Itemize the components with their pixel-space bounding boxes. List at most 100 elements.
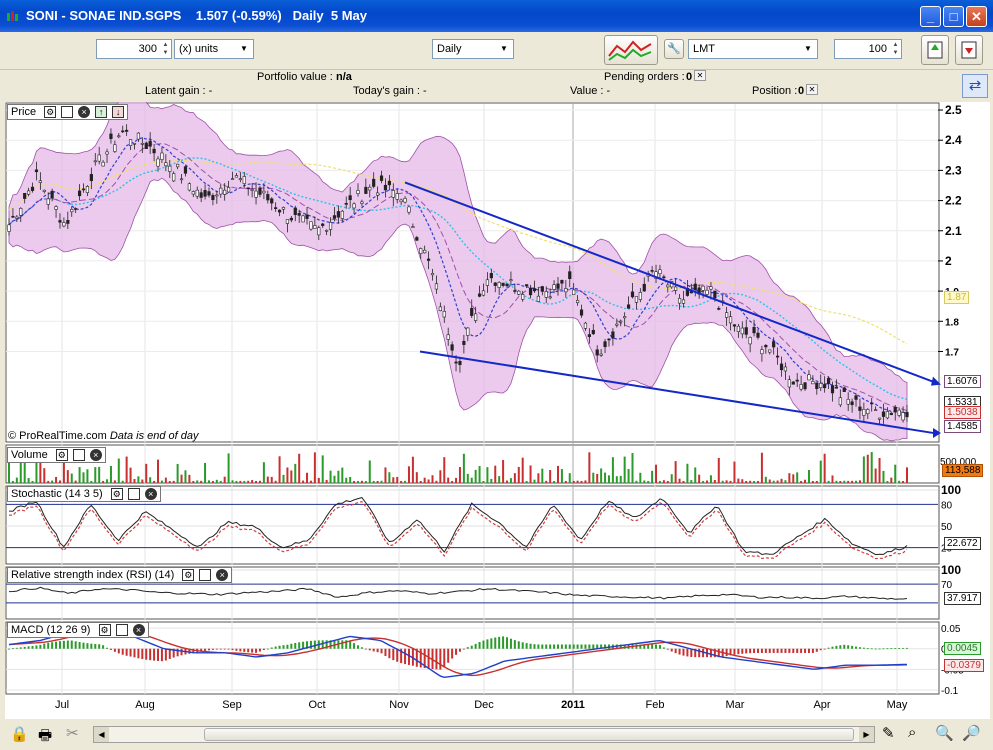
wrench-icon[interactable]: ⚙ xyxy=(182,569,195,582)
buy-order-button[interactable] xyxy=(921,35,949,65)
wrench-icon[interactable]: ⚙ xyxy=(98,624,111,637)
zoom-in-icon[interactable]: 🔎 xyxy=(962,725,981,742)
macd-histogram-bar xyxy=(572,644,575,649)
macd-histogram-bar xyxy=(635,644,638,649)
macd-histogram-bar xyxy=(451,648,454,659)
spin-arrows-icon[interactable]: ▲ ▼ xyxy=(162,42,169,56)
volume-bar xyxy=(274,480,277,483)
macd-histogram-bar xyxy=(227,648,230,650)
volume-bar xyxy=(804,479,807,483)
period-select[interactable]: Daily ▼ xyxy=(432,39,514,59)
candle-body xyxy=(564,288,568,293)
window-icon[interactable] xyxy=(199,569,212,582)
units-select[interactable]: (x) units ▼ xyxy=(174,39,254,59)
swap-arrows-icon[interactable]: ⇄ xyxy=(962,74,988,98)
macd-histogram-bar xyxy=(321,640,324,649)
candle-body xyxy=(340,210,344,219)
volume-bar xyxy=(662,480,665,483)
macd-histogram-bar xyxy=(807,648,810,653)
limit-stepper[interactable]: 100 ▲ ▼ xyxy=(834,39,902,59)
scroll-thumb[interactable] xyxy=(204,728,854,741)
volume-bar xyxy=(113,480,116,483)
close-icon[interactable]: × xyxy=(78,106,91,119)
close-orders-icon[interactable]: ✕ xyxy=(694,70,706,81)
zoom-out-icon[interactable]: 🔍 xyxy=(935,725,954,742)
window-icon[interactable] xyxy=(61,106,74,119)
volume-bar xyxy=(772,480,775,483)
volume-bar xyxy=(788,473,791,483)
close-icon[interactable]: × xyxy=(216,569,229,582)
zoom-fit-icon[interactable]: ⌕ xyxy=(908,724,917,741)
macd-histogram-bar xyxy=(800,648,803,653)
scissors-icon[interactable]: ✂ xyxy=(66,725,79,742)
bollinger-band xyxy=(8,92,908,442)
macd-histogram-bar xyxy=(239,648,242,652)
spin-arrows-icon[interactable]: ▲ ▼ xyxy=(892,42,899,56)
scroll-left-icon[interactable]: ◀ xyxy=(94,727,109,742)
candle-body xyxy=(850,401,854,406)
close-icon[interactable]: × xyxy=(132,624,145,637)
close-button[interactable]: ✕ xyxy=(966,6,987,27)
window-icon[interactable] xyxy=(127,488,140,501)
macd-histogram-bar xyxy=(866,648,869,649)
candle-body xyxy=(258,187,262,195)
macd-histogram-bar xyxy=(792,648,795,653)
volume-bar xyxy=(768,479,771,483)
panel-frame xyxy=(5,621,940,695)
volume-bar xyxy=(102,480,105,483)
macd-histogram-bar xyxy=(153,648,156,661)
volume-bar xyxy=(509,478,512,483)
volume-bar xyxy=(337,470,340,483)
candle-body xyxy=(905,411,909,418)
macd-histogram-bar xyxy=(458,648,461,652)
candle-body xyxy=(430,273,435,276)
volume-bar xyxy=(870,452,873,483)
close-icon[interactable]: × xyxy=(144,488,157,501)
scroll-right-icon[interactable]: ▶ xyxy=(859,727,874,742)
candle-body xyxy=(897,409,901,416)
wrench-icon[interactable]: ⚙ xyxy=(110,488,123,501)
candle-body xyxy=(242,176,246,184)
account-info-bar: Portfolio value : n/a Pending orders : 0… xyxy=(0,70,993,102)
arrow-down-icon[interactable]: ↓ xyxy=(112,106,125,119)
arrow-up-icon[interactable]: ↑ xyxy=(95,106,108,119)
horizontal-scrollbar[interactable]: ◀ ▶ xyxy=(93,726,875,743)
wrench-icon[interactable]: ⚙ xyxy=(44,106,57,119)
candle-body xyxy=(266,194,270,201)
macd-histogram-bar xyxy=(125,648,128,656)
wrench-icon[interactable]: ⚙ xyxy=(55,449,68,462)
chart-workspace[interactable]: Jul Aug Sep Oct Nov Dec 2011 Feb Mar Apr May 2.5 2.4… xyxy=(5,92,990,719)
chart-canvas[interactable]: Jul Aug Sep Oct Nov Dec 2011 Feb Mar Apr May 2.5 2.4… xyxy=(5,92,990,719)
volume-bar xyxy=(831,475,834,483)
volume-bar xyxy=(545,480,548,483)
candle-body xyxy=(513,290,517,292)
chart-settings-icon[interactable]: ✎ xyxy=(882,725,895,742)
order-toolbar: 300 ▲ ▼ (x) units ▼ Daily ▼ 🔧 LMT ▼ 100 ▲… xyxy=(0,32,993,70)
window-icon[interactable] xyxy=(115,624,128,637)
window-icon[interactable] xyxy=(72,449,85,462)
candle-body xyxy=(701,285,705,291)
candle-body xyxy=(285,219,290,224)
order-type-select[interactable]: LMT ▼ xyxy=(688,39,818,59)
candle-body xyxy=(297,213,301,216)
candle-body xyxy=(485,279,490,286)
lock-icon[interactable]: 🔒 xyxy=(10,726,29,743)
candle-body xyxy=(599,353,603,356)
maximize-button[interactable]: □ xyxy=(943,6,964,27)
close-icon[interactable]: × xyxy=(89,449,102,462)
quantity-stepper[interactable]: 300 ▲ ▼ xyxy=(96,39,172,59)
print-icon[interactable]: 🖶 xyxy=(38,727,53,744)
candle-body xyxy=(70,209,74,213)
minimize-button[interactable]: _ xyxy=(920,6,941,27)
volume-bar xyxy=(839,480,842,483)
candle-body xyxy=(709,286,713,290)
candle-body xyxy=(195,189,199,197)
pending-orders-label: Pending orders : xyxy=(604,71,688,83)
wrench-icon[interactable]: 🔧 xyxy=(664,39,684,59)
candle-body xyxy=(281,207,286,210)
sell-order-button[interactable] xyxy=(955,35,983,65)
volume-bar xyxy=(886,480,889,483)
close-position-icon[interactable]: ✕ xyxy=(806,84,818,95)
volume-bar xyxy=(8,454,10,483)
indicator-chart-button[interactable] xyxy=(604,35,658,65)
